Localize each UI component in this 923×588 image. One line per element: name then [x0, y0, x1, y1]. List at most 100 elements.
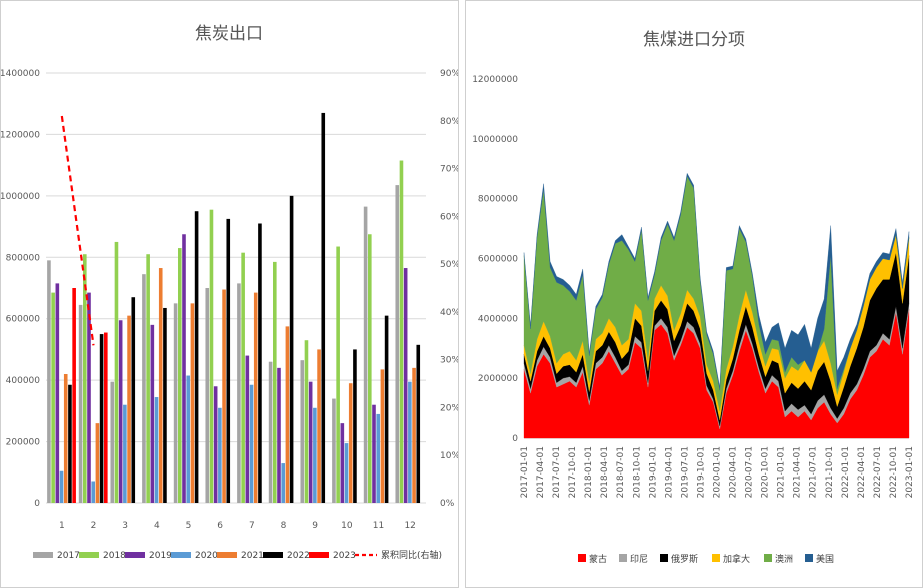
- bar-2017-12: [395, 185, 400, 503]
- bar-2018-1: [51, 292, 55, 503]
- x-tick-label: 2017-01-01: [520, 446, 530, 498]
- chart-title: 焦炭出口: [195, 24, 263, 44]
- bar-2020-9: [313, 407, 317, 503]
- bar-2020-10: [344, 443, 349, 503]
- bar-2017-4: [142, 274, 146, 503]
- legend-swatch-2022: [263, 552, 283, 558]
- x-tick-label: 2019-10-01: [696, 446, 706, 498]
- bar-2017-7: [237, 283, 241, 503]
- x-tick-label: 2021-10-01: [825, 446, 835, 498]
- y2-tick-label: 80%: [440, 117, 458, 127]
- x-tick-label: 2: [91, 521, 97, 531]
- bar-2017-6: [205, 288, 210, 503]
- bar-2018-9: [304, 340, 309, 503]
- y-tick-label: 200000: [6, 438, 41, 448]
- legend-swatch-2019: [125, 552, 145, 558]
- x-tick-label: 2019-01-01: [648, 446, 658, 498]
- legend-label-加拿大: 加拿大: [723, 553, 750, 565]
- bar-2017-8: [268, 361, 273, 503]
- x-tick-label: 2020-01-01: [712, 446, 722, 498]
- legend-label-澳洲: 澳洲: [775, 553, 793, 565]
- legend-label-2020: 2020: [195, 551, 218, 561]
- x-tick-label: 2022-01-01: [841, 446, 851, 498]
- bar-2022-10: [353, 349, 357, 503]
- x-tick-label: 4: [154, 521, 160, 531]
- bar-2018-11: [368, 234, 372, 503]
- legend-swatch-2023: [309, 552, 329, 558]
- y2-tick-label: 60%: [440, 212, 458, 222]
- bar-2020-1: [59, 470, 64, 503]
- bar-2017-11: [363, 206, 368, 503]
- bar-2020-2: [91, 481, 95, 503]
- legend-swatch-蒙古: [578, 554, 586, 562]
- bar-2019-4: [150, 324, 155, 503]
- x-tick-label: 12: [404, 521, 415, 531]
- bar-2019-2: [87, 292, 91, 503]
- x-tick-label: 2017-04-01: [536, 446, 546, 498]
- y-tick-label: 0: [34, 499, 40, 509]
- bar-2019-10: [340, 423, 345, 503]
- legend-label-cumulative-yoy: 累积同比(右轴): [381, 549, 442, 561]
- x-tick-label: 5: [186, 521, 192, 531]
- bar-2018-2: [83, 254, 87, 503]
- y-tick-label: 12000000: [472, 75, 518, 85]
- bar-2020-4: [154, 397, 159, 503]
- y-tick-label: 1400000: [1, 69, 40, 79]
- coking-coal-import-chart-panel: 焦煤进口分项 0 2000000 4000000 6000000 8000000 10000…: [465, 0, 923, 588]
- legend-label-2018: 2018: [103, 551, 126, 561]
- chart-title: 焦煤进口分项: [643, 30, 745, 50]
- x-tick-label: 6: [217, 521, 223, 531]
- bar-2019-6: [213, 386, 218, 503]
- x-tick-label: 2018-07-01: [616, 446, 626, 498]
- y-tick-label: 10000000: [472, 135, 518, 145]
- x-tick-label: 3: [122, 521, 128, 531]
- bar-2019-11: [372, 404, 376, 503]
- x-tick-label: 2022-04-01: [857, 446, 867, 498]
- bar-2020-7: [249, 384, 254, 503]
- y-tick-label: 4000000: [478, 314, 518, 324]
- y-tick-label: 400000: [6, 376, 41, 386]
- bar-2018-3: [114, 241, 119, 503]
- y2-tick-label: 40%: [440, 308, 458, 318]
- y2-tick-label: 0%: [440, 499, 455, 509]
- bar-2020-12: [408, 381, 412, 503]
- x-tick-label: 9: [312, 521, 318, 531]
- x-tick-label: 1: [59, 521, 65, 531]
- area-美国: [523, 172, 910, 391]
- legend-swatch-2021: [217, 552, 237, 558]
- bar-2019-1: [55, 283, 60, 503]
- bar-2022-3: [131, 297, 136, 503]
- bar-2019-8: [277, 367, 281, 503]
- legend-swatch-美国: [805, 554, 813, 562]
- bar-2022-7: [258, 223, 262, 503]
- bar-2021-12: [412, 367, 416, 503]
- bar-2020-3: [123, 404, 127, 503]
- legend-label-蒙古: 蒙古: [589, 553, 607, 565]
- x-tick-label: 2022-10-01: [889, 446, 899, 498]
- bar-2021-5: [190, 303, 195, 503]
- bar-2020-8: [281, 463, 285, 503]
- legend-label-2022: 2022: [287, 551, 310, 561]
- bar-2022-1: [68, 384, 72, 503]
- bar-2022-5: [194, 211, 199, 503]
- bar-2023-1: [72, 288, 76, 503]
- coke-export-chart-panel: 焦炭出口 0 200000 400000 600000 800000 1000000 1200…: [0, 0, 459, 588]
- y2-tick-label: 90%: [440, 69, 458, 79]
- x-tick-label: 2022-07-01: [873, 446, 883, 498]
- x-tick-label: 2018-04-01: [600, 446, 610, 498]
- y-tick-label: 1200000: [1, 130, 40, 140]
- bar-2021-3: [127, 315, 131, 503]
- legend-label-2023: 2023: [333, 551, 356, 561]
- coking-coal-import-chart: 焦煤进口分项 0 2000000 4000000 6000000 8000000 10000…: [472, 30, 915, 565]
- legend-swatch-加拿大: [712, 554, 720, 562]
- x-tick-label: 2017-07-01: [552, 446, 562, 498]
- legend-label-2021: 2021: [241, 551, 264, 561]
- bar-2017-1: [47, 260, 51, 503]
- coke-export-chart: 焦炭出口 0 200000 400000 600000 800000 1000000 1200…: [1, 24, 458, 561]
- legend-label-2019: 2019: [149, 551, 172, 561]
- bar-2019-3: [118, 320, 123, 503]
- bar-2022-9: [321, 112, 326, 503]
- y2-tick-label: 30%: [440, 356, 458, 366]
- bar-2021-9: [317, 349, 321, 503]
- bar-2019-12: [403, 268, 408, 503]
